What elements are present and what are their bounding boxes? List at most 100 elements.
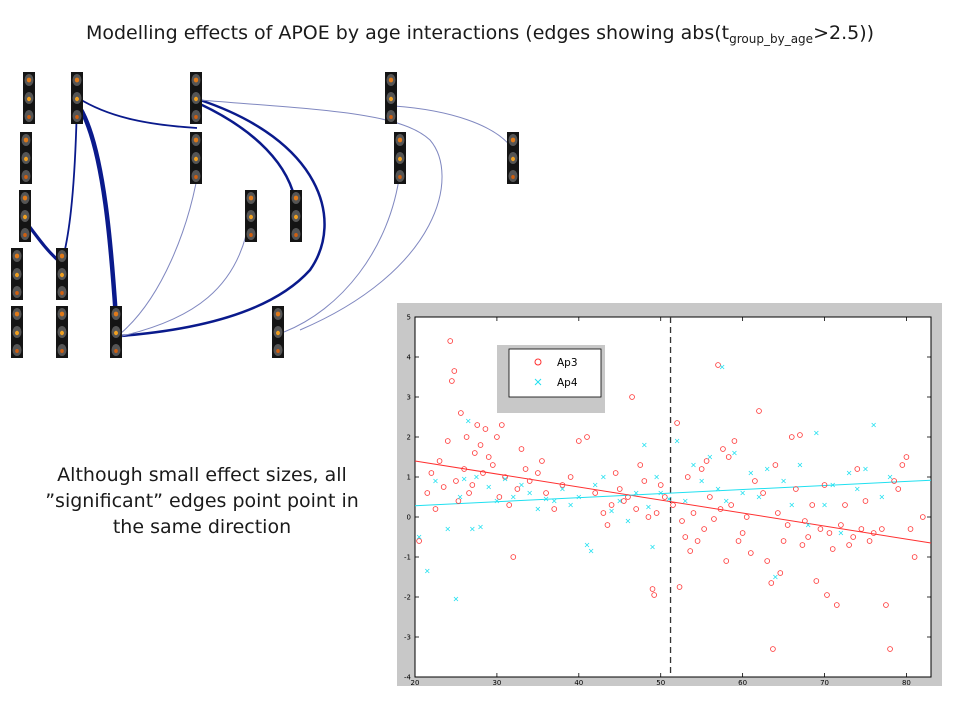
brain-node-icon — [394, 132, 406, 184]
point-ap4 — [478, 524, 483, 530]
y-tick-label: -3 — [404, 634, 411, 642]
point-ap4 — [879, 494, 885, 500]
point-ap3 — [645, 514, 652, 520]
point-ap3 — [506, 502, 512, 508]
point-ap4 — [654, 474, 659, 480]
point-ap3 — [584, 434, 590, 440]
point-ap3 — [780, 538, 787, 544]
point-ap4 — [773, 574, 778, 580]
point-ap4 — [748, 470, 754, 476]
point-ap3 — [821, 482, 828, 488]
point-ap4 — [822, 502, 827, 508]
legend: Ap3 Ap4 — [497, 345, 605, 413]
title-main: Modelling effects of APOE by age interac… — [85, 22, 730, 44]
point-ap3 — [494, 434, 500, 440]
point-ap4 — [609, 508, 614, 514]
point-ap3 — [604, 522, 611, 528]
axis-ticks: 20 30 40 50 60 70 80 -4 -3 -2 -1 0 1 2 3 4 5 — [404, 314, 931, 686]
point-ap4 — [732, 450, 737, 456]
y-tick-label: 5 — [407, 314, 411, 322]
point-ap4 — [560, 486, 565, 492]
point-ap4 — [433, 478, 438, 484]
point-ap3 — [739, 530, 746, 536]
point-ap3 — [813, 578, 820, 584]
point-ap4 — [683, 498, 688, 504]
point-ap3 — [474, 422, 481, 428]
point-ap4 — [805, 522, 811, 528]
point-ap3 — [842, 502, 848, 508]
point-ap3 — [846, 542, 852, 548]
point-ap4 — [642, 442, 647, 448]
brain-node-icon — [190, 72, 202, 124]
point-ap4 — [764, 466, 770, 472]
point-ap4 — [756, 494, 762, 500]
point-ap3 — [817, 526, 824, 532]
legend-marker-ap3 — [534, 358, 542, 366]
point-ap4 — [457, 494, 463, 500]
x-tick-label: 30 — [492, 679, 501, 686]
point-ap3 — [444, 438, 451, 444]
point-ap3 — [514, 486, 521, 492]
point-ap4 — [666, 496, 672, 502]
point-ap3 — [764, 558, 770, 564]
point-ap3 — [756, 408, 762, 414]
point-ap3 — [809, 502, 816, 508]
point-ap3 — [707, 494, 713, 500]
y-tick-label: -1 — [404, 554, 411, 562]
point-ap3 — [684, 474, 691, 480]
point-ap3 — [637, 462, 644, 468]
point-ap3 — [653, 510, 660, 516]
point-ap3 — [748, 550, 754, 556]
point-ap3 — [770, 646, 776, 652]
point-ap3 — [887, 646, 893, 652]
brain-node-icon — [23, 72, 35, 124]
y-tick-label: 3 — [407, 394, 411, 402]
point-ap3 — [424, 490, 431, 496]
point-ap3 — [775, 510, 781, 516]
point-ap3 — [480, 470, 486, 476]
point-ap3 — [447, 338, 454, 344]
x-tick-label: 40 — [574, 679, 583, 686]
point-ap3 — [797, 432, 803, 438]
point-ap3 — [461, 466, 467, 472]
network-edges — [24, 97, 513, 338]
point-ap4 — [658, 490, 663, 496]
brain-node-icon — [272, 306, 284, 358]
network-edge — [199, 102, 298, 206]
point-ap3 — [436, 458, 443, 464]
point-ap3 — [608, 502, 615, 508]
y-tick-label: 1 — [407, 474, 411, 482]
point-ap3 — [805, 534, 811, 540]
point-ap4 — [646, 504, 651, 510]
point-ap3 — [883, 602, 889, 608]
brain-node-icon — [71, 72, 83, 124]
brain-node-icon — [507, 132, 519, 184]
point-ap3 — [612, 470, 619, 476]
point-ap4 — [592, 482, 598, 488]
point-ap4 — [584, 542, 590, 548]
point-ap4 — [425, 568, 430, 574]
point-ap3 — [911, 554, 918, 560]
point-ap3 — [866, 538, 873, 544]
point-ap3 — [690, 510, 697, 516]
legend-label-ap3: Ap3 — [557, 357, 578, 369]
point-ap4 — [740, 490, 745, 496]
point-ap3 — [903, 454, 910, 460]
point-ap3 — [735, 538, 742, 544]
point-ap3 — [469, 482, 476, 488]
point-ap3 — [731, 438, 738, 444]
point-ap3 — [788, 434, 795, 440]
point-ap4 — [691, 462, 696, 468]
point-ap3 — [567, 474, 574, 480]
point-ap3 — [428, 470, 435, 476]
point-ap3 — [826, 530, 833, 536]
point-ap4 — [715, 486, 721, 492]
point-ap3 — [592, 490, 598, 496]
fit-line-ap3 — [414, 460, 932, 544]
point-ap3 — [698, 466, 705, 472]
point-ap3 — [518, 446, 525, 452]
point-ap3 — [449, 378, 455, 384]
point-ap3 — [463, 434, 470, 440]
point-ap3 — [453, 478, 459, 484]
point-ap3 — [784, 522, 791, 528]
